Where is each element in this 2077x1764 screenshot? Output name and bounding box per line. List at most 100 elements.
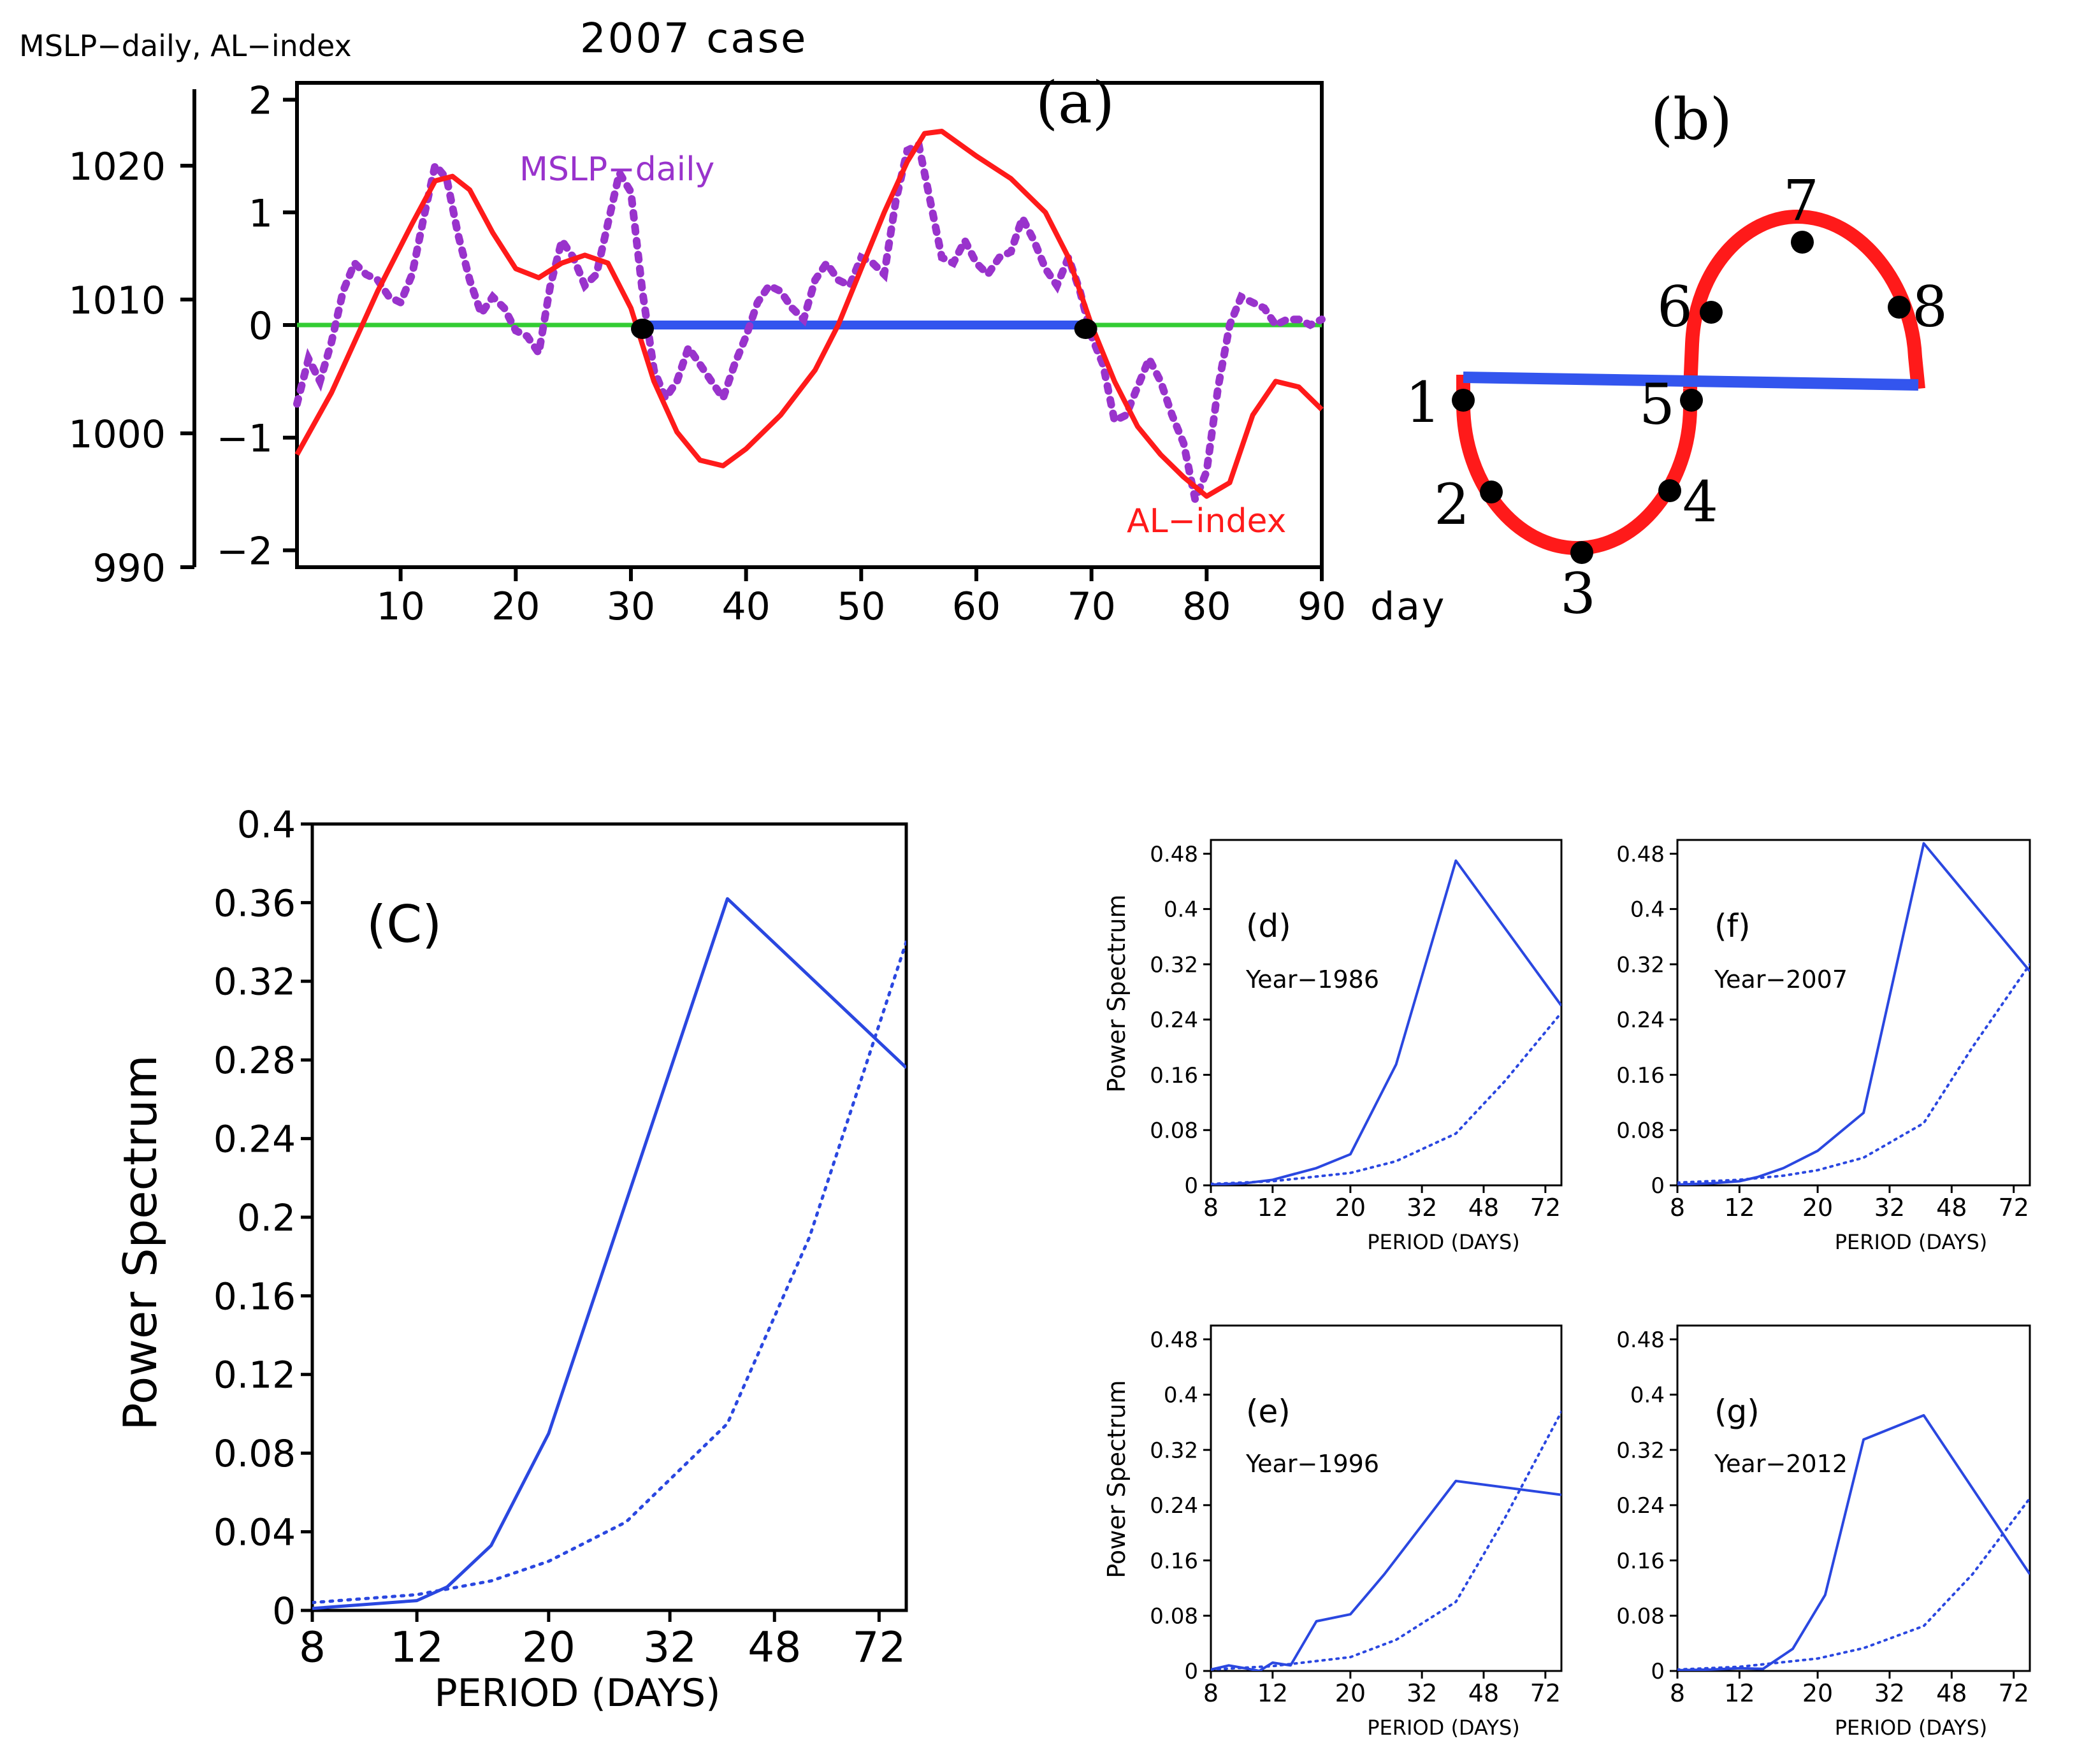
panel-d-y-tick-label: 0.24	[1150, 1008, 1198, 1033]
panel-a-x-tick-label: 20	[491, 584, 540, 629]
panel-c-x-tick-label: 12	[390, 1623, 444, 1672]
panel-e-x-tick-label: 8	[1203, 1679, 1219, 1707]
panel-c-x-axis-label: PERIOD (DAYS)	[434, 1671, 720, 1716]
panel-d-x-tick-label: 72	[1530, 1194, 1561, 1222]
panel-e-x-tick-label: 32	[1407, 1679, 1437, 1707]
panel-c-y-tick-label: 0.36	[213, 881, 296, 925]
panel-f-spectrum-line	[1677, 842, 2030, 1185]
panel-d-x-tick-label: 20	[1335, 1194, 1366, 1222]
phase-3-dot	[1570, 541, 1593, 564]
panel-b-schematic: (b) 1 2 3 4 5 6 7 8	[1405, 86, 1948, 626]
al-index-line	[294, 129, 1324, 499]
panel-a-left-axis-label: MSLP−daily, AL−index	[19, 29, 352, 63]
panel-d-y-tick-label: 0.4	[1164, 897, 1198, 923]
panel-a-title: 2007 case	[580, 15, 807, 62]
panel-c-y-tick-label: 0.08	[213, 1432, 296, 1475]
panel-c-y-tick-label: 0.12	[213, 1354, 296, 1397]
panel-g-y-tick-label: 0.4	[1630, 1383, 1665, 1408]
panel-a-y-tick-label: 2	[249, 79, 273, 124]
panel-e-y-tick-label: 0.08	[1150, 1604, 1198, 1630]
panel-g-x-tick-label: 48	[1936, 1679, 1967, 1707]
panel-f-y-tick-label: 0.16	[1616, 1063, 1665, 1088]
panel-e-chart: 0 0.08 0.16 0.24 0.32 0.4 0.48 8 12 20 32 48 72 PERIO…	[1103, 1324, 1563, 1740]
panel-f-x-tick-label: 32	[1874, 1194, 1905, 1222]
panel-e-y-axis-label: Power Spectrum	[1103, 1380, 1131, 1578]
phase-2-number: 2	[1434, 472, 1470, 537]
panel-g-plot-frame	[1676, 1324, 2031, 1672]
panel-c-x-tick-label: 20	[522, 1623, 575, 1672]
panel-g-x-tick-label: 32	[1874, 1679, 1905, 1707]
panel-g-chart: 0 0.08 0.16 0.24 0.32 0.4 0.48 8 12 20 32 48 72 PERIO…	[1616, 1324, 2031, 1740]
panel-e-y-tick-label: 0.16	[1150, 1549, 1198, 1574]
panel-a-x-unit-label: day	[1370, 584, 1446, 629]
phase-1-dot	[1452, 389, 1475, 412]
mslp-daily-legend-label: MSLP−daily	[519, 150, 714, 189]
panel-d-x-tick-label: 32	[1407, 1194, 1437, 1222]
panel-e-x-tick-label: 72	[1530, 1679, 1561, 1707]
panel-g-red-noise-line	[1677, 1497, 2030, 1671]
panel-g-year: Year−2012	[1714, 1450, 1848, 1478]
panel-f-y-tick-label: 0.4	[1630, 897, 1665, 923]
panel-f-y-tick-label: 0.32	[1616, 952, 1665, 978]
panel-g-y-tick-label: 0	[1651, 1659, 1665, 1684]
panel-f-y-tick-label: 0	[1651, 1173, 1665, 1199]
phase-7-dot	[1791, 231, 1814, 254]
panel-e-y-tick-label: 0	[1184, 1659, 1198, 1684]
panel-e-x-tick-label: 12	[1257, 1679, 1288, 1707]
panel-d-y-tick-label: 0.16	[1150, 1063, 1198, 1088]
panel-c-y-tick-label: 0.16	[213, 1275, 296, 1318]
panel-a-y-tick-label: 1	[249, 191, 273, 236]
panel-a-y-tick-label: 0	[249, 304, 273, 349]
panel-a-x-tick-label: 60	[952, 584, 1001, 629]
panel-g-y-tick-label: 0.48	[1616, 1327, 1665, 1353]
panel-f-x-axis-label: PERIOD (DAYS)	[1835, 1230, 1988, 1254]
panel-f-x-tick-label: 8	[1670, 1194, 1685, 1222]
phase-5-number: 5	[1639, 372, 1675, 437]
phase-8-number: 8	[1912, 274, 1948, 340]
panel-c-y-tick-label: 0	[272, 1589, 296, 1633]
phase-8-dot	[1888, 296, 1911, 319]
panel-e-x-tick-label: 48	[1468, 1679, 1499, 1707]
panel-d-y-tick-label: 0.48	[1150, 842, 1198, 867]
panel-f-y-tick-label: 0.24	[1616, 1008, 1665, 1033]
panel-e-y-tick-label: 0.24	[1150, 1493, 1198, 1519]
panel-c-chart: 0 0.04 0.08 0.12 0.16 0.2 0.24 0.28 0.32 0.36 0.4 8…	[113, 803, 908, 1716]
panel-g-x-axis-label: PERIOD (DAYS)	[1835, 1716, 1988, 1740]
panel-f-x-tick-label: 48	[1936, 1194, 1967, 1222]
panel-c-red-noise-line	[312, 940, 906, 1605]
panel-g-y-tick-label: 0.32	[1616, 1438, 1665, 1463]
panel-d-x-tick-label: 8	[1203, 1194, 1219, 1222]
phase-7-number: 7	[1783, 168, 1819, 233]
panel-a-outer-y-tick-label: 1010	[68, 278, 166, 323]
panel-c-x-tick-label: 48	[748, 1623, 801, 1672]
panel-c-x-tick-label: 8	[299, 1623, 326, 1672]
phase-5-dot	[1680, 389, 1703, 412]
panel-a-y-tick-label: −1	[217, 417, 273, 461]
panel-a-x-tick-label: 70	[1067, 584, 1115, 629]
panel-d-y-axis-label: Power Spectrum	[1103, 894, 1131, 1092]
phase-2-dot	[1480, 481, 1503, 503]
phase-6-number: 6	[1657, 274, 1693, 340]
zero-crossing-marker	[631, 319, 655, 339]
panel-f-y-tick-label: 0.08	[1616, 1118, 1665, 1144]
panel-c-y-tick-label: 0.04	[213, 1510, 296, 1554]
panel-f-year: Year−2007	[1714, 965, 1848, 994]
panel-e-red-noise-line	[1211, 1410, 1561, 1671]
panel-f-x-tick-label: 72	[1999, 1194, 2029, 1222]
panel-d-y-tick-label: 0.32	[1150, 952, 1198, 978]
panel-a-y-tick-label: −2	[217, 529, 273, 574]
panel-a-outer-y-tick-label: 990	[92, 546, 166, 591]
panel-e-plot-frame	[1210, 1324, 1563, 1672]
panel-d-y-tick-label: 0.08	[1150, 1118, 1198, 1144]
panel-a-label: (a)	[1036, 69, 1115, 136]
panel-g-y-tick-label: 0.16	[1616, 1549, 1665, 1574]
zero-crossing-marker	[1074, 319, 1097, 339]
panel-g-y-tick-label: 0.08	[1616, 1604, 1665, 1630]
panel-f-x-tick-label: 20	[1802, 1194, 1833, 1222]
panel-c-label: (C)	[366, 895, 442, 954]
panel-d-x-axis-label: PERIOD (DAYS)	[1367, 1230, 1520, 1254]
panel-c-spectrum-line	[312, 897, 906, 1610]
panel-e-year: Year−1996	[1245, 1450, 1379, 1478]
panel-d-spectrum-line	[1211, 859, 1561, 1185]
panel-e-y-tick-label: 0.32	[1150, 1438, 1198, 1463]
